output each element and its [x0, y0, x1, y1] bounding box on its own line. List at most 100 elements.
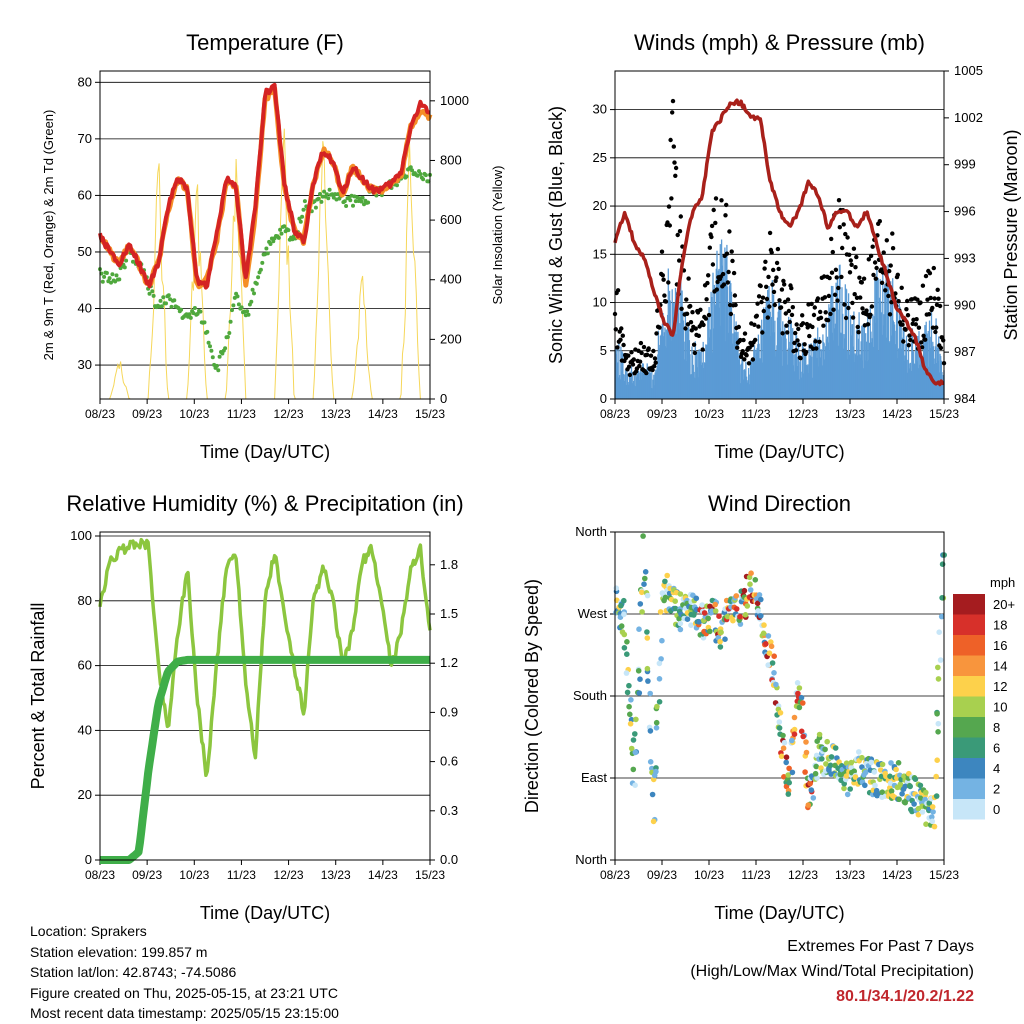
- direction-point: [859, 754, 865, 761]
- direction-point: [758, 596, 764, 603]
- direction-point: [747, 581, 753, 587]
- direction-point: [755, 608, 761, 614]
- legend-swatch: [953, 778, 985, 799]
- x-tick-label: 09/23: [132, 868, 162, 882]
- x-tick-label: 14/23: [882, 407, 912, 421]
- direction-point: [662, 578, 668, 585]
- direction-point: [672, 598, 678, 604]
- direction-point: [798, 728, 805, 735]
- td-point: [423, 173, 428, 178]
- direction-point: [907, 783, 913, 790]
- gust-point: [620, 333, 625, 338]
- gust-point: [790, 305, 795, 310]
- gust-point: [662, 293, 667, 298]
- gust-point: [826, 293, 832, 299]
- gust-point: [850, 315, 856, 320]
- td-point: [102, 274, 107, 279]
- y-tick-label: 5: [600, 343, 607, 358]
- direction-point: [786, 779, 792, 786]
- figure-created: Figure created on Thu, 2025-05-15, at 23…: [30, 984, 338, 1001]
- gust-point: [853, 265, 858, 270]
- direction-point: [630, 766, 637, 773]
- direction-point: [748, 570, 754, 576]
- td-point: [228, 319, 233, 324]
- direction-point: [926, 800, 933, 806]
- gust-point: [707, 245, 712, 250]
- gust-point: [777, 298, 782, 303]
- gust-point: [873, 276, 878, 281]
- direction-point: [672, 605, 679, 612]
- extremes-title: Extremes For Past 7 Days: [787, 938, 974, 955]
- direction-point: [763, 641, 769, 647]
- td-point: [298, 219, 303, 224]
- direction-point: [760, 630, 767, 637]
- td-point: [150, 289, 155, 294]
- y2-tick-label: 1002: [954, 110, 983, 125]
- y-tick-label: 100: [70, 528, 92, 543]
- x-tick-label: 15/23: [415, 868, 445, 882]
- td-point: [122, 265, 127, 270]
- x-tick-label: 11/23: [227, 868, 256, 882]
- y2-tick-label: 0.0: [440, 852, 458, 867]
- gust-point: [860, 306, 865, 311]
- gust-point: [732, 293, 738, 298]
- direction-point: [777, 710, 784, 716]
- x-tick-label: 09/23: [132, 407, 162, 421]
- direction-point: [716, 613, 722, 619]
- direction-point: [733, 593, 740, 599]
- td-point: [225, 335, 230, 339]
- gust-point: [782, 299, 788, 305]
- x-tick-label: 10/23: [179, 407, 209, 421]
- gust-point: [887, 268, 892, 274]
- direction-point: [623, 670, 630, 676]
- td-point: [342, 199, 347, 204]
- direction-point: [737, 613, 743, 620]
- y-tick-label: 60: [78, 658, 92, 673]
- td-point: [158, 298, 163, 303]
- direction-point: [814, 775, 820, 781]
- direction-point: [677, 620, 684, 627]
- gust-point: [918, 300, 923, 305]
- recent-timestamp: Most recent data timestamp: 2025/05/15 2…: [30, 1005, 339, 1021]
- gust-point: [938, 345, 944, 351]
- y2-tick-label: 990: [954, 297, 976, 312]
- gust-point: [811, 312, 817, 318]
- gust-point: [767, 304, 772, 309]
- chart-title-direction: Wind Direction: [708, 491, 851, 516]
- gust-point: [756, 294, 762, 299]
- direction-point: [621, 597, 627, 604]
- gust-point: [814, 346, 819, 351]
- gust-point: [839, 274, 844, 280]
- gust-point: [667, 223, 672, 228]
- td-point: [418, 172, 423, 176]
- td-point: [246, 312, 251, 317]
- gust-point: [846, 305, 851, 311]
- y2-tick-label: 996: [954, 204, 976, 219]
- gust-point: [881, 250, 886, 255]
- gust-point: [652, 364, 657, 369]
- td-point: [351, 203, 355, 208]
- chart-title-temperature: Temperature (F): [186, 30, 344, 55]
- y-tick-label: 10: [593, 295, 607, 310]
- gust-point: [644, 370, 649, 376]
- gust-point: [698, 307, 703, 312]
- gust-point: [850, 300, 855, 306]
- gust-point: [637, 363, 642, 369]
- gust-point: [849, 262, 854, 267]
- legend-swatch: [953, 717, 985, 738]
- gust-point: [914, 317, 919, 322]
- gust-point: [754, 313, 759, 318]
- gust-point: [817, 339, 822, 344]
- gust-point: [888, 263, 893, 268]
- direction-point: [752, 577, 759, 583]
- series-2m-t: [98, 82, 431, 290]
- gust-point: [843, 315, 849, 321]
- gust-point: [710, 262, 716, 267]
- direction-point: [794, 680, 801, 686]
- gust-point: [915, 297, 920, 302]
- plot-frame: [614, 70, 945, 400]
- gust-point: [652, 356, 658, 361]
- td-point: [205, 329, 210, 334]
- td-point: [408, 165, 413, 170]
- direction-point: [852, 774, 859, 780]
